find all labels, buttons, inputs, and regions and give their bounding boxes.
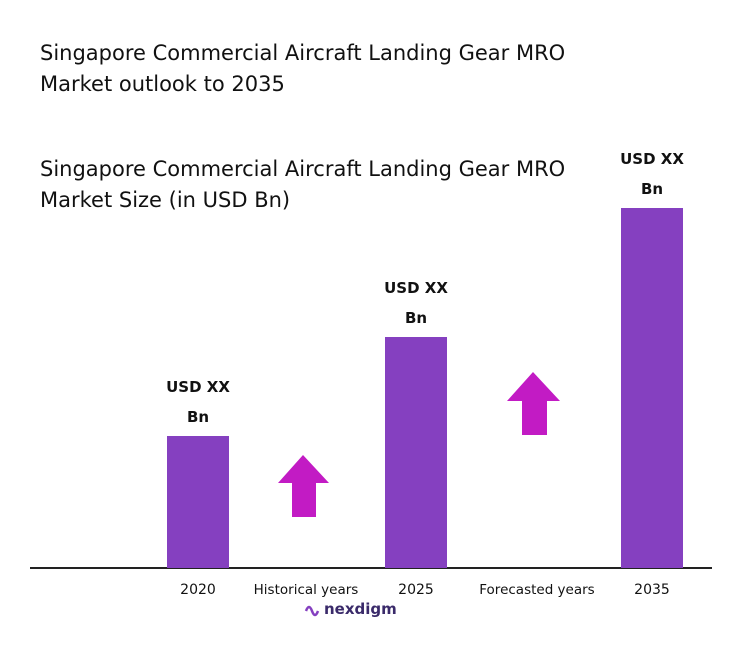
logo-icon: [304, 605, 320, 617]
annotation: Forecasted years: [479, 582, 595, 598]
chart-subtitle: Singapore Commercial Aircraft Landing Ge…: [40, 157, 566, 212]
value-label: USD XX Bn: [620, 150, 684, 198]
bar: [385, 337, 447, 568]
bar: [621, 208, 683, 568]
annotation: Historical years: [253, 582, 359, 598]
chart-title: Singapore Commercial Aircraft Landing Ge…: [40, 41, 566, 96]
x-tick-label: 2025: [398, 582, 434, 598]
arrow-up: [507, 372, 560, 435]
value-label: USD XX Bn: [384, 279, 448, 327]
bar: [167, 436, 229, 568]
logo: nexdigm: [324, 600, 397, 618]
value-label: USD XX Bn: [166, 378, 230, 426]
x-tick-label: 2020: [180, 582, 216, 598]
x-tick-label: 2035: [634, 582, 670, 598]
arrow-up: [278, 455, 329, 517]
